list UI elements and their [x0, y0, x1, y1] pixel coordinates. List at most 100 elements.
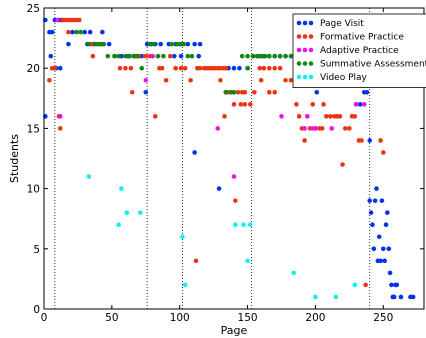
data-point: [333, 294, 339, 300]
data-point: [386, 246, 392, 252]
legend-marker: [308, 20, 314, 26]
data-point: [352, 114, 358, 119]
data-point: [147, 41, 153, 47]
data-point: [367, 198, 373, 203]
legend-marker: [302, 47, 308, 53]
data-point: [296, 114, 302, 119]
data-point: [47, 77, 52, 83]
data-point: [302, 126, 307, 131]
data-point: [82, 29, 88, 35]
data-point: [239, 53, 245, 59]
data-point: [241, 222, 246, 228]
data-point: [222, 114, 227, 119]
legend-marker: [296, 47, 302, 53]
legend-marker: [308, 47, 314, 53]
data-point: [216, 186, 222, 191]
legend-label: Page Visit: [320, 19, 364, 29]
data-point: [57, 126, 63, 131]
data-point: [188, 77, 193, 83]
legend-marker: [296, 20, 302, 26]
y-axis-label: Students: [8, 134, 21, 183]
data-point: [180, 234, 185, 240]
data-point: [129, 89, 135, 95]
data-point: [52, 65, 58, 71]
data-point: [258, 77, 264, 83]
x-tick-label: 100: [170, 312, 190, 324]
data-point: [139, 65, 145, 71]
x-tick-label: 200: [305, 312, 325, 324]
data-point: [155, 53, 161, 59]
x-tick-label: 150: [238, 312, 258, 324]
data-point: [389, 282, 394, 288]
axis-ticks: 0 50 100 150 200 250 0 5 10 15 20 25: [27, 3, 424, 324]
data-point: [223, 65, 229, 71]
data-point: [171, 53, 177, 59]
data-point: [252, 89, 257, 95]
data-point: [138, 210, 143, 215]
y-tick-label: 10: [27, 184, 40, 196]
data-point: [189, 53, 195, 59]
data-point: [231, 174, 237, 179]
data-point: [266, 53, 272, 59]
vertical-dotted-lines: [54, 8, 371, 309]
legend-label: Formative Practice: [320, 33, 404, 43]
data-point: [258, 53, 264, 59]
data-point: [283, 53, 288, 59]
data-point: [55, 17, 60, 23]
data-point: [238, 102, 244, 107]
data-point: [135, 53, 140, 59]
data-point: [123, 53, 128, 59]
data-point: [90, 53, 96, 59]
data-point: [233, 222, 238, 228]
data-point: [178, 53, 184, 59]
legend-marker: [302, 74, 308, 80]
data-point: [357, 102, 363, 107]
legend-marker: [308, 34, 314, 39]
data-point: [101, 41, 107, 47]
data-point: [245, 65, 250, 71]
data-point: [250, 53, 256, 59]
data-point: [394, 282, 400, 288]
plot-frame: [43, 7, 425, 310]
data-point: [106, 41, 112, 47]
data-point: [231, 102, 237, 107]
data-point: [100, 29, 105, 35]
data-point: [370, 222, 375, 228]
data-point: [231, 89, 237, 95]
data-point: [314, 89, 320, 95]
data-point: [379, 198, 385, 203]
data-point: [323, 114, 329, 119]
data-point: [367, 138, 373, 143]
data-point: [410, 294, 416, 300]
legend-marker: [308, 74, 314, 80]
data-point: [196, 53, 202, 59]
data-point: [159, 65, 165, 71]
data-point: [380, 246, 386, 252]
data-point: [272, 65, 278, 71]
data-point: [376, 234, 382, 240]
data-point: [266, 65, 272, 71]
data-point: [328, 114, 333, 119]
data-point: [127, 53, 132, 59]
legend-marker: [296, 61, 302, 66]
data-point: [294, 102, 299, 107]
data-point: [78, 29, 83, 35]
data-point: [173, 65, 178, 71]
data-point: [342, 126, 348, 131]
data-point: [372, 198, 378, 203]
data-point: [245, 258, 250, 264]
data-point: [302, 138, 307, 143]
data-point: [319, 126, 325, 131]
data-point: [105, 53, 111, 59]
data-point: [116, 53, 121, 59]
data-point: [245, 53, 250, 59]
legend-marker: [296, 34, 302, 39]
legend-box: [292, 13, 426, 88]
data-point: [193, 258, 199, 264]
legend-label: Video Play: [320, 73, 368, 83]
data-point: [368, 210, 374, 215]
data-point: [378, 258, 383, 264]
data-point: [291, 270, 297, 276]
data-point: [340, 162, 345, 167]
